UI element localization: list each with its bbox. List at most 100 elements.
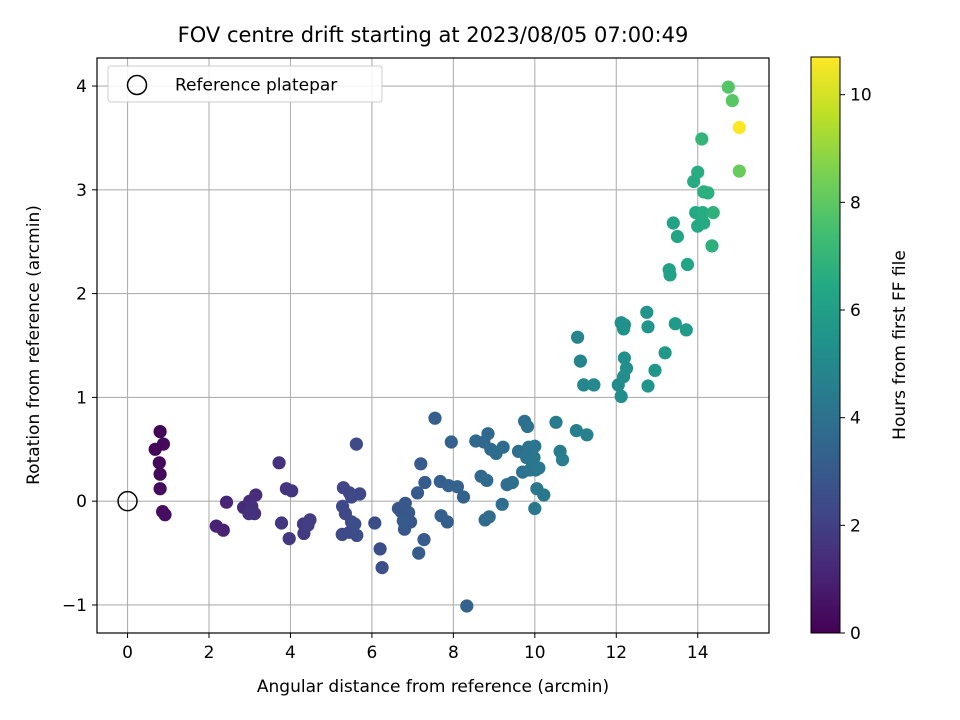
chart-title: FOV centre drift starting at 2023/08/05 … — [178, 23, 689, 47]
data-point — [153, 425, 167, 439]
data-point — [668, 317, 682, 331]
data-point — [619, 361, 634, 375]
data-point — [373, 542, 387, 556]
data-point — [532, 461, 546, 475]
data-point — [285, 484, 299, 498]
grid — [97, 58, 769, 633]
data-point — [527, 451, 541, 465]
data-point — [410, 486, 425, 500]
colorbar-tick-label: 10 — [850, 86, 872, 106]
x-tick-label: 4 — [285, 643, 296, 663]
y-axis-label: Rotation from reference (arcmin) — [24, 205, 44, 485]
data-point — [725, 94, 739, 108]
data-point — [412, 546, 426, 560]
data-point — [528, 501, 542, 516]
colorbar-tick-label: 6 — [850, 301, 861, 321]
data-point — [666, 216, 680, 230]
data-point — [460, 599, 474, 613]
data-point — [368, 516, 382, 530]
y-tick-label: 3 — [76, 181, 87, 201]
x-tick-label: 6 — [366, 643, 377, 663]
data-point — [691, 165, 705, 179]
colorbar-tick-label: 4 — [850, 409, 861, 429]
data-point — [617, 351, 632, 365]
data-point — [152, 456, 166, 470]
data-point — [482, 510, 496, 524]
data-point — [496, 440, 510, 454]
data-point — [648, 363, 662, 377]
data-point — [580, 428, 594, 442]
data-point — [617, 322, 631, 336]
plot-frame — [96, 57, 770, 634]
reference-marker-layer — [117, 490, 138, 512]
data-point — [153, 482, 167, 496]
legend-reference-marker — [126, 74, 148, 96]
data-point — [520, 419, 535, 434]
colorbar-tick-label: 2 — [850, 516, 861, 536]
data-points — [148, 80, 746, 613]
data-point — [732, 164, 746, 178]
data-point — [680, 257, 695, 272]
legend: Reference platepar — [107, 65, 383, 103]
data-point — [573, 354, 588, 368]
y-tick-label: 1 — [76, 388, 87, 408]
legend-entry-reference: Reference platepar — [175, 76, 337, 96]
x-axis-label: Angular distance from reference (arcmin) — [257, 677, 609, 697]
data-point — [349, 437, 363, 451]
colorbar — [810, 56, 841, 634]
data-point — [495, 497, 509, 511]
data-point — [274, 516, 289, 530]
data-point — [732, 120, 746, 135]
y-tick-label: −1 — [62, 596, 87, 616]
data-point — [679, 323, 693, 337]
data-point — [440, 515, 454, 529]
data-point — [571, 330, 585, 344]
data-point — [658, 346, 672, 360]
data-point — [528, 439, 542, 453]
data-point — [701, 186, 715, 200]
data-point — [153, 467, 167, 481]
data-point — [216, 523, 230, 537]
data-point — [640, 305, 654, 319]
data-point — [641, 379, 655, 393]
legend-box — [107, 65, 383, 103]
data-point — [663, 268, 677, 282]
data-point — [456, 490, 471, 504]
data-point — [350, 528, 364, 543]
data-point — [418, 475, 432, 490]
data-point — [348, 517, 362, 531]
y-axis-ticks: −1 0 1 2 3 4 — [62, 77, 97, 616]
data-point — [375, 561, 389, 575]
data-point — [587, 378, 601, 392]
data-point — [721, 80, 735, 94]
data-point — [480, 473, 494, 487]
data-point — [158, 508, 172, 522]
x-tick-label: 2 — [204, 643, 215, 663]
colorbar-tick-label: 8 — [850, 193, 861, 213]
data-point — [537, 488, 551, 502]
data-point — [249, 488, 263, 502]
x-tick-label: 14 — [687, 643, 709, 663]
data-point — [549, 415, 563, 429]
data-point — [505, 475, 519, 490]
data-point — [417, 533, 431, 547]
data-point — [428, 411, 442, 425]
data-point — [705, 239, 719, 253]
data-point — [641, 320, 655, 334]
data-point — [282, 532, 296, 546]
data-point — [414, 457, 428, 471]
y-tick-label: 2 — [76, 285, 87, 305]
data-point — [577, 378, 591, 392]
data-point — [569, 424, 584, 438]
data-point — [696, 206, 710, 220]
y-tick-label: 4 — [76, 77, 87, 97]
reference-platepar-marker — [117, 490, 138, 512]
data-point — [450, 480, 464, 494]
data-point — [614, 389, 628, 403]
data-point — [555, 453, 570, 467]
colorbar-tick-label: 0 — [850, 624, 861, 644]
y-tick-label: 0 — [76, 492, 87, 512]
data-point — [706, 206, 720, 220]
